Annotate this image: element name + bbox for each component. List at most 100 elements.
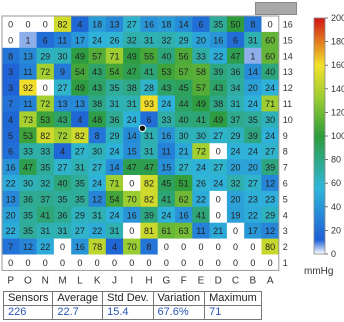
heatmap-cell [226,16,245,33]
cell-value-label: 20 [248,83,258,93]
cell-value-label: 34 [231,83,241,93]
heatmap-cell [209,143,228,160]
cell-value-label: 53 [161,67,171,77]
heatmap-cell [36,63,55,80]
column-label: O [24,275,32,286]
heatmap-cell [140,31,158,49]
cell-value-label: 11 [58,35,67,45]
heatmap-cell [261,95,280,112]
heatmap-cell [226,190,245,208]
heatmap-cell [88,111,107,128]
cell-value-label: 8 [95,131,100,141]
heatmap-cell [140,143,158,160]
cell-value-label: 32 [40,178,50,188]
heatmap-cell [71,254,89,271]
column-label: D [215,275,222,286]
cell-value-label: 35 [40,163,50,173]
heatmap-cell [192,95,210,112]
cell-value-label: 12 [92,194,102,204]
heatmap-cell [19,206,37,223]
cell-value-label: 16 [75,242,85,252]
cell-value-label: 6 [147,115,152,125]
heatmap-cell [19,47,37,64]
cell-value-label: 11 [196,226,205,236]
cell-value-label: 35 [75,178,85,188]
cell-value-label: 28 [144,83,154,93]
cell-value-label: 38 [92,99,102,109]
heatmap-cell [261,222,280,239]
cell-value-label: 27 [213,131,223,141]
heatmap-cell [2,143,20,160]
stats-value-average: 22.7 [52,305,104,320]
heatmap-cell [209,79,228,96]
heatmap-cell [36,143,55,160]
cell-value-label: 26 [109,35,119,45]
cell-value-label: 0 [181,258,186,268]
cell-value-label: 19 [231,210,241,220]
cell-value-label: 0 [95,258,100,268]
cell-value-label: 0 [8,35,13,45]
cell-value-label: 45 [179,83,189,93]
heatmap-cell [175,238,193,255]
heatmap-cell [2,111,20,128]
heatmap-cell [226,238,245,255]
heatmap-cell [157,79,176,96]
heatmap-cell [2,95,20,112]
cell-value-label: 81 [144,226,154,236]
stats-value-variation: 67.6% [152,305,206,320]
heatmap-cell [175,47,193,64]
heatmap-cell [226,31,245,49]
heatmap-cell [123,47,141,64]
heatmap-cell [226,175,245,192]
cell-value-label: 3 [8,83,13,93]
heatmap-cell [123,63,141,80]
top-tab[interactable] [255,2,297,15]
cell-value-label: 39 [144,210,154,220]
cell-value-label: 30 [196,131,206,141]
stats-value-sensors: 226 [2,305,54,320]
cell-value-label: 27 [265,147,275,157]
cell-value-label: 57 [196,83,206,93]
heatmap-cell [19,79,37,96]
cell-value-label: 29 [231,131,241,141]
cell-value-label: 56 [179,51,189,61]
cell-value-label: 7 [8,242,13,252]
cell-value-label: 60 [265,35,275,45]
cell-value-label: 27 [248,178,258,188]
heatmap-cell [71,95,89,112]
heatmap-cell [192,47,210,64]
cell-value-label: 31 [231,99,241,109]
heatmap-cell [140,63,158,80]
cell-value-label: 0 [268,258,273,268]
column-label: N [42,275,49,286]
stats-value-maximum: 71 [204,305,262,320]
heatmap-cell [261,175,280,192]
heatmap-cell [261,47,280,64]
heatmap-cell [226,47,245,64]
heatmap-cell [53,31,72,49]
cursor-marker[interactable] [138,124,147,133]
cell-value-label: 1 [250,51,255,61]
cell-value-label: 41 [196,210,206,220]
heatmap-cell [2,127,20,144]
cell-value-label: 0 [164,258,169,268]
row-label: 3 [283,226,288,236]
heatmap-cell [209,175,228,192]
heatmap-cell [71,143,89,160]
heatmap-cell [157,222,176,239]
cell-value-label: 23 [265,194,275,204]
cell-value-label: 7 [8,99,13,109]
cell-value-label: 0 [25,19,30,29]
heatmap-cell [261,79,280,96]
cell-value-label: 31 [58,226,68,236]
cell-value-label: 14 [179,19,189,29]
heatmap-cell [226,159,245,176]
stats-header-average: Average [52,291,104,306]
heatmap-cell [2,159,20,176]
heatmap-cell [36,190,55,208]
cell-value-label: 80 [265,242,275,252]
heatmap-cell [175,190,193,208]
cell-value-label: 0 [250,242,255,252]
cell-value-label: 35 [23,210,33,220]
cell-value-label: 72 [40,67,50,77]
